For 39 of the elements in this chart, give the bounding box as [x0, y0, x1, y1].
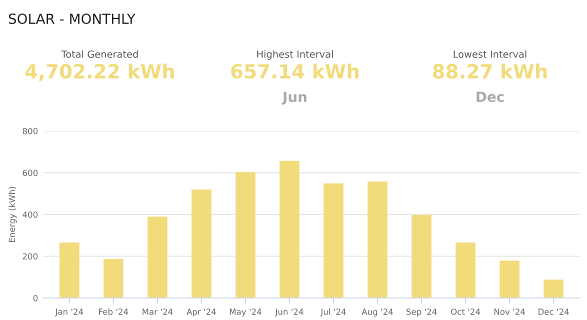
x-tick-label: Oct '24 — [451, 308, 480, 315]
x-tick-label: Sep '24 — [406, 308, 437, 316]
x-tick-label: Jun '24 — [274, 308, 304, 316]
text: Lowest Interval — [454, 50, 526, 58]
x-tick-label: Jan '24 — [54, 308, 84, 316]
text: 657.14 kWh — [231, 64, 358, 79]
text: 88.27 kWh — [432, 64, 547, 79]
y-tick-label: 600 — [22, 170, 38, 176]
text: Dec — [476, 92, 504, 102]
bar — [236, 172, 256, 298]
x-tick-label: Jul '24 — [320, 308, 346, 316]
bar — [324, 183, 344, 298]
bar — [280, 160, 300, 298]
bar — [412, 214, 432, 298]
x-tick-label: Apr '24 — [186, 308, 216, 316]
text: Jun — [282, 92, 306, 105]
x-tick-label: May '24 — [230, 308, 262, 316]
x-tick-label: Mar '24 — [142, 308, 173, 315]
y-tick-label: 200 — [22, 253, 38, 260]
y-tick-label: 800 — [22, 128, 38, 134]
text: 4,702.22 kWh — [25, 64, 174, 82]
bar — [368, 182, 388, 298]
x-tick-label: Dec '24 — [538, 308, 569, 315]
bar — [544, 280, 564, 298]
y-axis-title: Energy (kWh) — [8, 186, 17, 242]
text: Total Generated — [61, 50, 138, 58]
bar — [60, 242, 80, 298]
bar — [192, 189, 212, 298]
text: Highest Interval — [257, 50, 333, 60]
x-tick-label: Aug '24 — [362, 308, 393, 316]
x-tick-label: Feb '24 — [99, 308, 128, 315]
bar — [500, 260, 520, 298]
y-tick-label: 400 — [22, 211, 38, 218]
chart-title: SOLAR - MONTHLY — [8, 14, 136, 24]
y-tick-label: 0 — [33, 294, 38, 302]
bar — [104, 258, 124, 298]
bar — [456, 242, 476, 298]
x-tick-label: Nov '24 — [494, 308, 526, 315]
bar — [148, 216, 168, 298]
